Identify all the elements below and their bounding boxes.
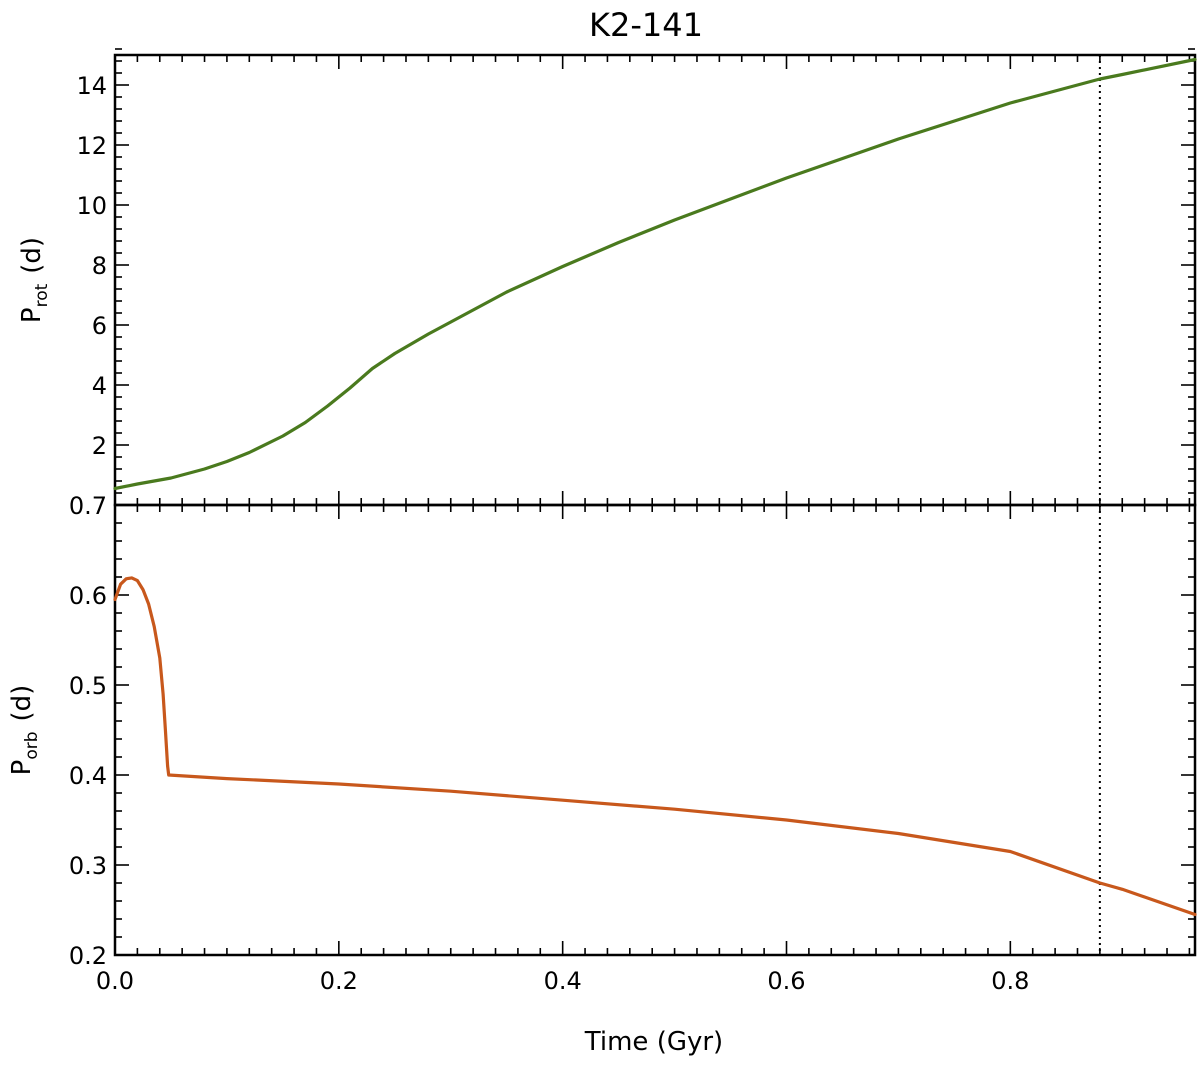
x-tick-label: 0.2 <box>320 967 358 995</box>
top-y-axis-label: Prot (d) <box>17 237 52 323</box>
top-y-tick-label: 8 <box>92 252 107 280</box>
top-y-label-main: P <box>17 307 47 323</box>
rotation-period-line <box>113 57 1197 491</box>
x-tick-label: 0.6 <box>767 967 805 995</box>
bottom-y-label-unit: (d) <box>7 685 37 722</box>
top-y-tick-label: 4 <box>92 372 107 400</box>
top-y-tick-labels: 2 4 6 8 10 12 14 <box>76 72 107 460</box>
orbital-period-panel: 0.20.30.40.50.60.7 0.0 0.2 0.4 0.6 0.8 Porb(… <box>7 492 1197 1057</box>
bottom-y-label-sub: orb <box>22 731 42 759</box>
bottom-y-axis-label: Porb (d) <box>7 685 42 776</box>
bottom-y-tick-label: 0.6 <box>69 582 107 610</box>
x-tick-label: 0.0 <box>96 967 134 995</box>
x-tick-label: 0.8 <box>991 967 1029 995</box>
top-axis-ticks <box>114 48 1195 506</box>
x-axis-label: Time (Gyr) <box>584 1027 723 1057</box>
top-y-tick-label: 10 <box>76 192 107 220</box>
bottom-y-tick-label: 0.2 <box>69 942 107 970</box>
x-tick-labels: 0.0 0.2 0.4 0.6 0.8 <box>96 967 1030 995</box>
bottom-y-tick-labels: 0.2 0.3 0.4 0.5 0.6 0.7 <box>69 492 107 970</box>
top-y-tick-label: 14 <box>76 72 107 100</box>
bottom-y-label-main: P <box>7 760 37 776</box>
bottom-axis-ticks <box>114 504 1195 956</box>
top-y-label-unit: (d) <box>17 237 47 274</box>
rotation-period-panel: 2 4 6 8 10 12 14 Prot (d) <box>17 48 1197 507</box>
bottom-y-tick-label: 0.5 <box>69 672 107 700</box>
bottom-plot-frame <box>113 503 1197 957</box>
top-y-tick-label: 12 <box>76 132 107 160</box>
top-y-tick-label: 2 <box>92 432 107 460</box>
orbital-period-line <box>113 576 1197 917</box>
bottom-y-tick-label: 0.7 <box>69 492 107 520</box>
top-y-label-sub: rot <box>32 283 52 307</box>
x-tick-label: 0.4 <box>544 967 582 995</box>
bottom-y-tick-label: 0.4 <box>69 762 107 790</box>
chart-title: K2-141 <box>589 6 703 44</box>
top-y-tick-label: 6 <box>92 312 107 340</box>
bottom-y-tick-label: 0.3 <box>69 852 107 880</box>
